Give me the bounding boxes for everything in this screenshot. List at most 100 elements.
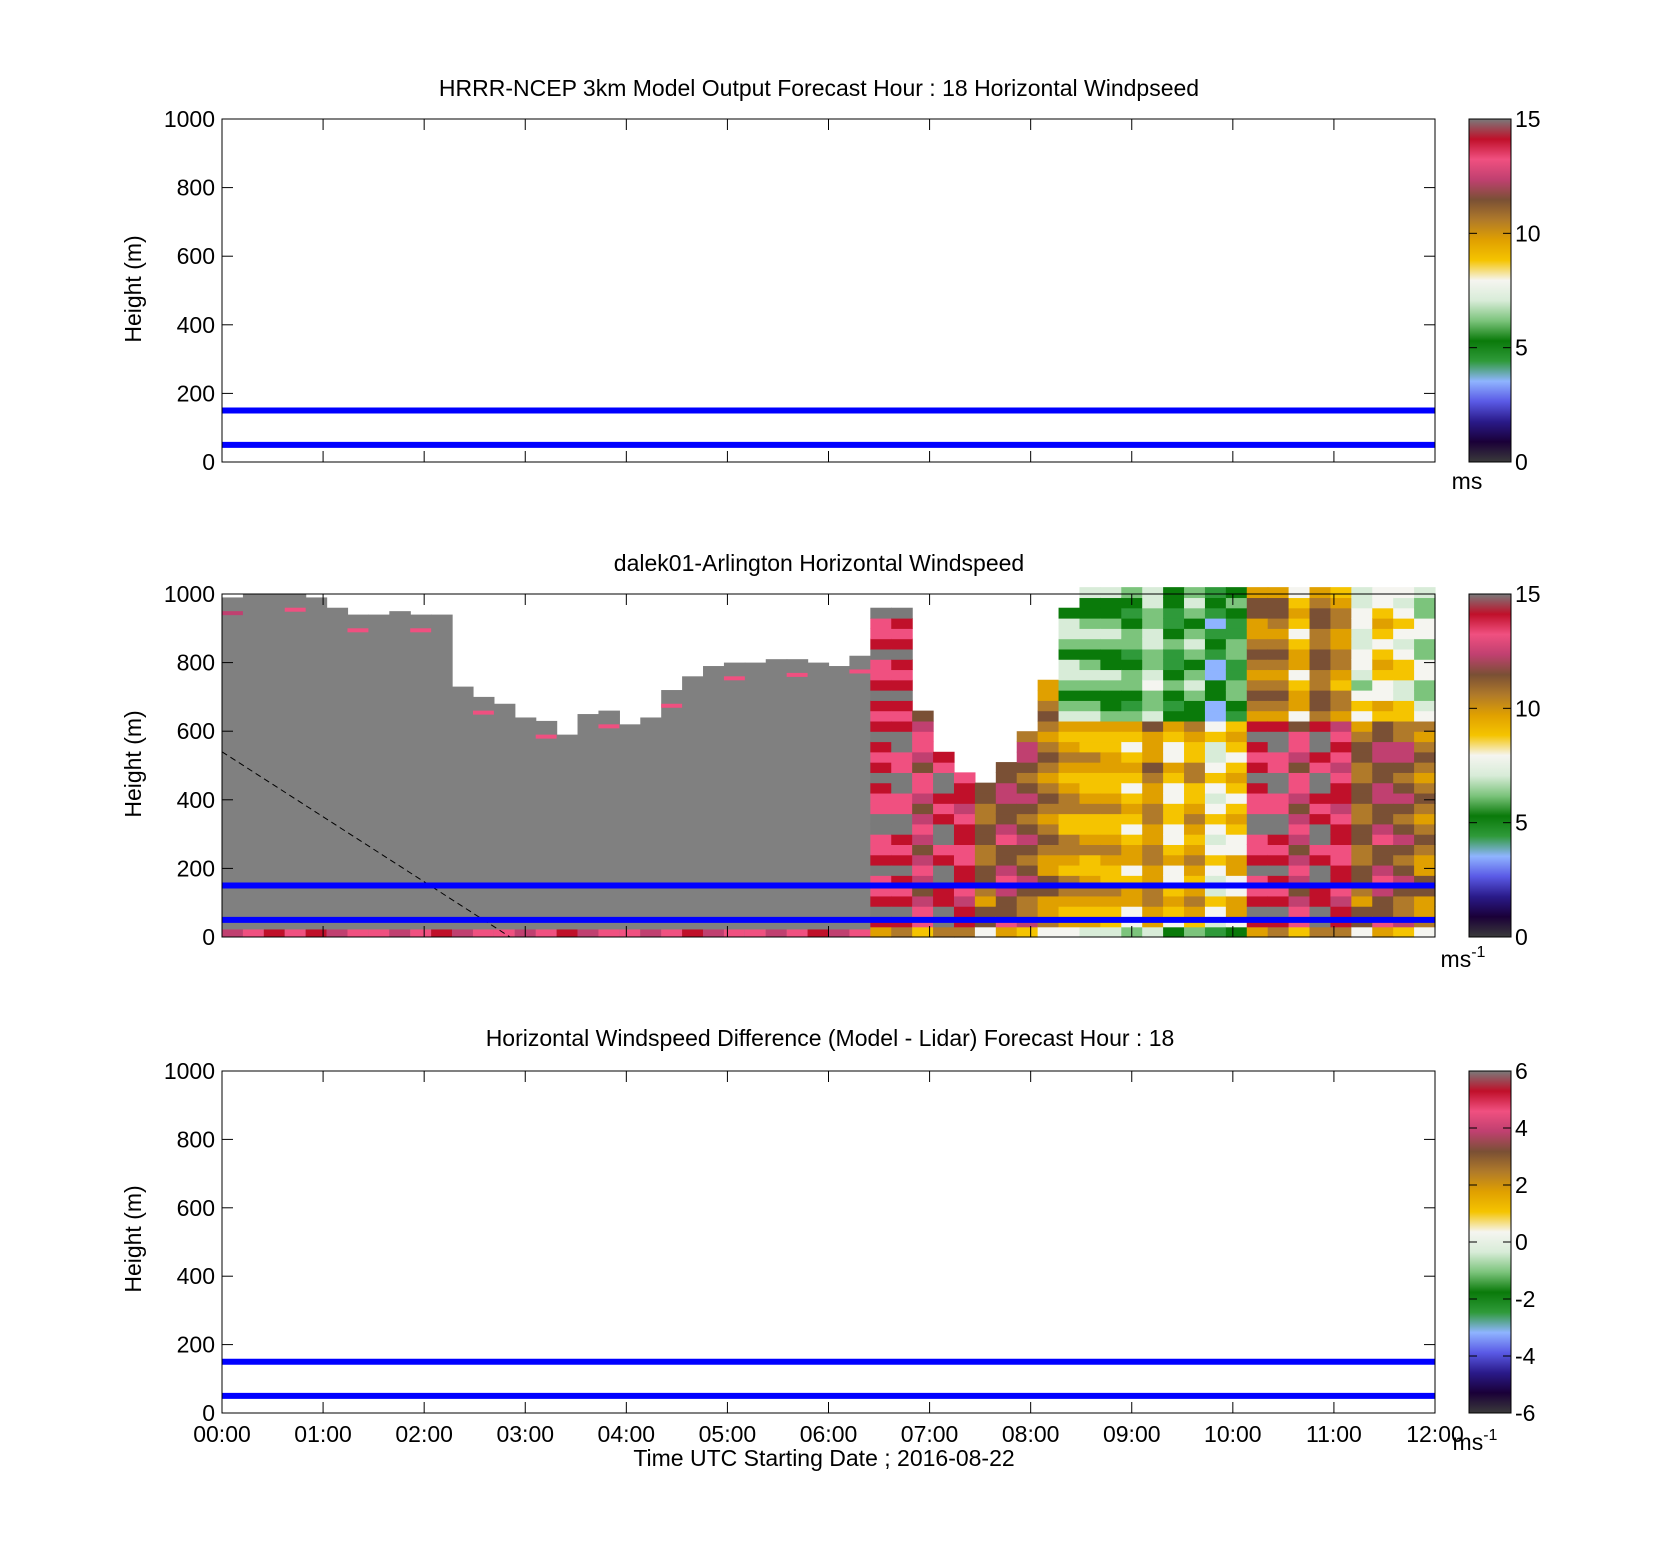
lidar-cell <box>1372 731 1394 743</box>
lidar-cell <box>1184 803 1206 815</box>
lidar-cell <box>1204 782 1227 794</box>
lidar-cell <box>1184 751 1206 763</box>
x-tick-label: 07:00 <box>901 1421 959 1447</box>
lidar-cell <box>1142 782 1164 794</box>
lidar-cell <box>1142 618 1164 629</box>
lidar-cell <box>1225 926 1248 938</box>
lidar-column <box>765 659 788 937</box>
lidar-cell <box>1267 618 1290 629</box>
lidar-cell <box>1351 669 1373 681</box>
lidar-cell <box>1121 772 1143 784</box>
lidar-cell <box>891 731 913 743</box>
panel-title: HRRR-NCEP 3km Model Output Forecast Hour… <box>439 75 1199 101</box>
lidar-cell <box>1330 638 1352 650</box>
lidar-cell <box>1414 875 1436 887</box>
lidar-cell <box>1330 731 1352 743</box>
lidar-cell <box>1267 864 1290 876</box>
lidar-column <box>222 597 244 937</box>
lidar-cell <box>1309 792 1332 804</box>
lidar-cell <box>1142 803 1164 815</box>
lidar-cell <box>1058 926 1081 938</box>
lidar-cell <box>1100 679 1122 691</box>
lidar-cell <box>1309 926 1332 938</box>
lidar-cell <box>1121 607 1143 619</box>
lidar-cell <box>1142 679 1164 691</box>
lidar-cell <box>1058 710 1081 722</box>
lidar-cell <box>1414 906 1436 918</box>
lidar-cell <box>1163 659 1185 671</box>
lidar-cell <box>1309 618 1332 629</box>
plot-area <box>221 587 1436 938</box>
lidar-cell <box>1246 885 1269 897</box>
lidar-cell <box>1414 638 1436 650</box>
lidar-cell <box>1393 854 1415 866</box>
lidar-cell <box>1142 741 1164 753</box>
lidar-cell <box>1016 731 1039 743</box>
lidar-cell <box>974 813 997 825</box>
lidar-cell <box>1100 854 1122 866</box>
lidar-cell <box>1246 679 1269 691</box>
lidar-cell <box>1016 751 1039 763</box>
lidar-cell <box>1058 813 1081 825</box>
lidar-column <box>368 614 390 937</box>
lidar-cell <box>1121 885 1143 897</box>
lidar-cell <box>1058 669 1081 681</box>
lidar-cell <box>1037 751 1060 763</box>
lidar-cell <box>870 731 892 743</box>
lidar-cell <box>1184 772 1206 784</box>
y-tick-label: 400 <box>177 1263 215 1289</box>
lidar-cell <box>1204 648 1227 660</box>
lidar-cell <box>1163 926 1185 938</box>
lidar-cell <box>1016 772 1039 784</box>
lidar-cell <box>1079 741 1101 753</box>
lidar-cell <box>1330 875 1352 887</box>
lidar-cell <box>870 638 892 650</box>
lidar-cell <box>1288 875 1311 887</box>
lidar-cell <box>1330 772 1352 784</box>
lidar-cell <box>1184 844 1206 856</box>
lidar-cell <box>870 659 892 671</box>
lidar-column <box>410 614 432 937</box>
lidar-column <box>514 717 537 937</box>
lidar-cell <box>1016 906 1039 918</box>
panel-title: dalek01-Arlington Horizontal Windspeed <box>614 550 1024 576</box>
lidar-cell <box>891 669 913 681</box>
lidar-cell <box>1184 679 1206 691</box>
lidar-cell <box>933 875 955 887</box>
lidar-cell <box>1393 834 1415 845</box>
lidar-cell <box>1372 926 1394 938</box>
lidar-cell <box>723 929 746 937</box>
lidar-cell <box>1393 628 1415 640</box>
lidar-cell <box>1058 906 1081 918</box>
lidar-cell <box>891 844 913 856</box>
x-tick-label: 08:00 <box>1002 1421 1060 1447</box>
lidar-cell <box>1142 813 1164 825</box>
lidar-cell <box>1246 587 1269 599</box>
colorbar-gradient <box>1468 593 1512 938</box>
lidar-cell <box>1184 587 1206 599</box>
lidar-cell <box>1372 720 1394 732</box>
lidar-cell <box>912 782 934 794</box>
lidar-cell <box>1100 720 1122 732</box>
y-tick-label: 1000 <box>164 581 215 607</box>
lidar-cell <box>1079 772 1101 784</box>
lidar-cell <box>1163 731 1185 743</box>
lidar-cell <box>1121 741 1143 753</box>
lidar-cell <box>1058 700 1081 712</box>
lidar-cell <box>1100 885 1122 897</box>
lidar-cell <box>1330 834 1352 845</box>
lidar-cell <box>1246 628 1269 640</box>
lidar-cell <box>1372 648 1394 660</box>
lidar-cell <box>1267 782 1290 794</box>
lidar-cell <box>1204 751 1227 763</box>
y-tick-label: 600 <box>177 243 215 269</box>
lidar-cell <box>1393 648 1415 660</box>
lidar-cell <box>1184 618 1206 629</box>
lidar-cell <box>1246 854 1269 866</box>
lidar-cell <box>1142 823 1164 835</box>
lidar-cell <box>1267 762 1290 773</box>
lidar-cell <box>1393 690 1415 701</box>
lidar-cell <box>1288 751 1311 763</box>
lidar-cell <box>1393 659 1415 671</box>
lidar-cell <box>1372 854 1394 866</box>
